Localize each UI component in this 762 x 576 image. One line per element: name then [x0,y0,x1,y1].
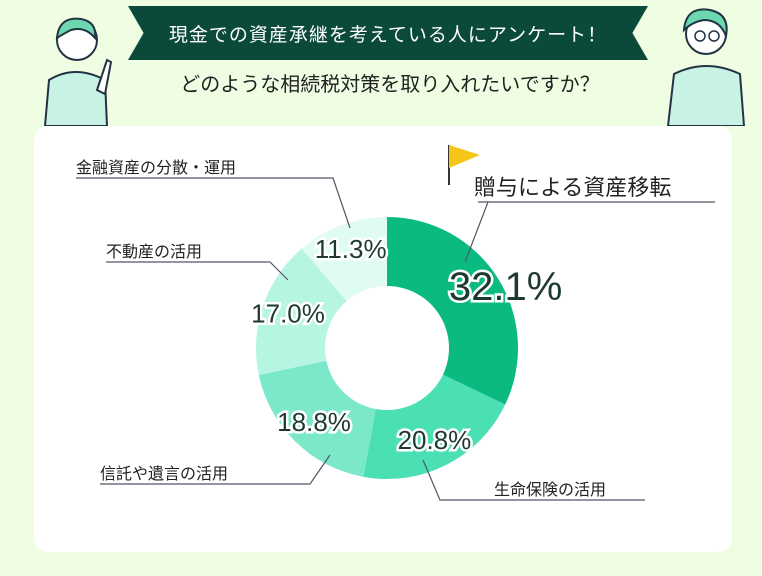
question-text: どのような相続税対策を取り入れたいですか？ [180,72,600,96]
flag-icon [448,145,480,185]
donut-slice [258,360,376,477]
donut-slice [256,248,347,375]
donut-slice [363,374,506,479]
chart-card [34,126,732,552]
label-financial: 金融資産の分散・運用 [76,158,237,177]
leader-line-trust [100,454,331,485]
value-label: 32.1% [449,265,562,309]
label-gift: 贈与による資産移転 [474,176,672,201]
value-label: 17.0% [251,298,325,328]
banner-text: 現金での資産承継を考えている人にアンケート！ [168,23,608,46]
leader-line-realestate [106,261,289,281]
label-trust: 信託や遺言の活用 [100,464,229,483]
person-thinking-illustration [666,8,746,126]
label-realestate: 不動産の活用 [106,242,203,261]
value-label: 20.8% [398,425,472,455]
donut-slice [387,217,518,405]
value-label: 11.3% [315,234,387,264]
label-insurance: 生命保険の活用 [494,480,607,499]
title-banner: 現金での資産承継を考えている人にアンケート！ [128,6,648,60]
value-label: 18.8% [277,407,351,437]
leader-line-financial [76,177,351,229]
leader-lines [76,177,715,501]
leader-line-insurance [422,459,645,501]
leader-line-gift [464,201,715,263]
donut-slice [301,217,387,301]
person-pointing-illustration [43,17,113,126]
